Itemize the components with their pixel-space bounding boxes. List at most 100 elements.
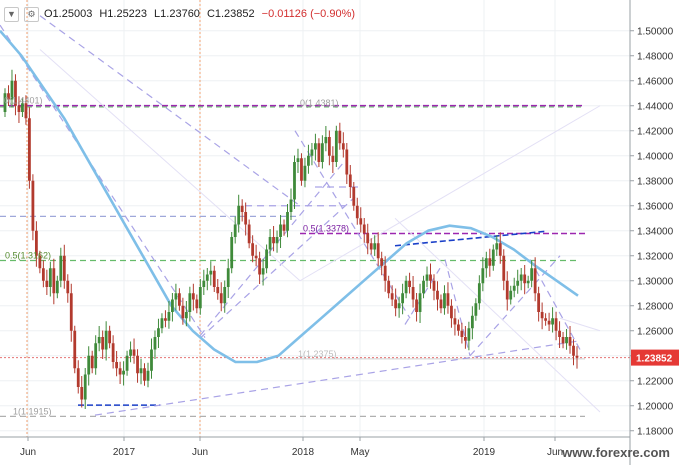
trend-line — [529, 259, 581, 350]
candle-body — [307, 155, 310, 166]
candle-body — [132, 349, 136, 356]
candle-body — [446, 293, 450, 306]
candle-body — [115, 362, 119, 369]
candle-body — [303, 165, 307, 181]
candle-body — [237, 205, 241, 225]
candle-body — [198, 287, 202, 309]
time-tick-label: Jun — [192, 447, 208, 458]
candle-body — [153, 337, 157, 350]
ohlc-header: ▼ ⚙ O1.25003 H1.25223 L1.23760 C1.23852 … — [4, 6, 362, 22]
candle-body — [94, 343, 98, 369]
candle-body — [219, 293, 223, 304]
candle-body — [282, 224, 286, 231]
candle-body — [310, 149, 314, 156]
trend-line — [199, 196, 356, 339]
candle-body — [181, 305, 185, 319]
trend-line — [199, 160, 346, 337]
candle-body — [76, 368, 80, 387]
candle-body — [436, 290, 439, 300]
candle-body — [202, 280, 206, 287]
candle-body — [411, 287, 415, 300]
candle-body — [223, 287, 227, 304]
candle-body — [41, 268, 45, 281]
candle-body — [530, 268, 534, 281]
time-tick-label: 2017 — [113, 447, 136, 458]
time-tick-label: 2019 — [473, 447, 496, 458]
time-tick-label: Jun — [20, 447, 36, 458]
candle-body — [317, 143, 321, 162]
candle-body — [345, 149, 349, 175]
candle-body — [146, 370, 150, 381]
last-price-badge — [631, 349, 679, 366]
candle-body — [498, 243, 502, 256]
low-value: L1.23760 — [154, 8, 200, 20]
gear-icon[interactable]: ⚙ — [24, 6, 39, 22]
candle-body — [174, 293, 178, 300]
price-tick-label: 1.26000 — [637, 326, 674, 337]
candle-body — [7, 93, 10, 100]
candle-body — [477, 283, 481, 304]
candle-body — [383, 265, 387, 281]
candle-body — [125, 355, 129, 371]
trend-line — [39, 15, 301, 207]
candle-body — [495, 243, 499, 250]
candle-body — [481, 268, 485, 284]
price-tick-label: 1.50000 — [637, 26, 674, 37]
price-tick-label: 1.28000 — [637, 301, 674, 312]
candle-body — [516, 280, 520, 286]
candle-body — [139, 368, 143, 374]
candle-body — [275, 237, 279, 244]
price-tick-label: 1.32000 — [637, 251, 674, 262]
candle-body — [150, 349, 153, 371]
candle-body — [484, 258, 488, 269]
candle-body — [265, 249, 268, 269]
candle-body — [73, 330, 77, 369]
guide-line — [39, 49, 301, 282]
candle-body — [118, 368, 122, 375]
price-tick-label: 1.42000 — [637, 126, 674, 137]
fib-label: 0(1.4381) — [300, 98, 339, 108]
candle-body — [418, 293, 422, 312]
candle-body — [502, 255, 506, 281]
candle-body — [80, 387, 84, 400]
candle-body — [293, 162, 296, 200]
high-value: H1.25223 — [99, 8, 148, 20]
candle-body — [164, 318, 167, 321]
candle-body — [254, 255, 258, 259]
candle-body — [212, 270, 216, 287]
candle-body — [572, 345, 575, 356]
candle-body — [565, 337, 568, 344]
candle-body — [24, 103, 28, 119]
change-value: −0.01126 (−0.90%) — [261, 8, 356, 20]
candle-body — [439, 299, 443, 309]
candle-body — [191, 293, 195, 300]
candle-body — [533, 268, 537, 294]
price-axis: 1.50000 1.48000 1.46000 1.44000 1.42000 1.400… — [629, 0, 674, 465]
candle-body — [286, 212, 289, 231]
candle-body — [31, 180, 35, 231]
candle-body — [547, 320, 551, 325]
candle-body — [143, 368, 146, 381]
candle-body — [467, 328, 471, 341]
candle-body — [230, 237, 234, 269]
chevron-down-icon[interactable]: ▼ — [4, 6, 19, 22]
candle-body — [160, 318, 164, 329]
candle-body — [450, 305, 453, 319]
candle-body — [122, 370, 125, 375]
candles — [3, 69, 579, 409]
candle-body — [422, 280, 425, 294]
candle-body — [261, 268, 265, 275]
candle-body — [415, 299, 418, 312]
candle-body — [48, 268, 52, 287]
candle-body — [69, 293, 73, 331]
open-value: O1.25003 — [44, 8, 93, 20]
candle-body — [457, 324, 460, 331]
candle-body — [209, 270, 213, 275]
fib-label: 0(1.4401) — [4, 96, 43, 106]
candle-body — [240, 205, 244, 212]
candle-body — [551, 318, 554, 325]
moving-average-line — [0, 29, 579, 364]
price-tick-label: 1.36000 — [637, 201, 674, 212]
